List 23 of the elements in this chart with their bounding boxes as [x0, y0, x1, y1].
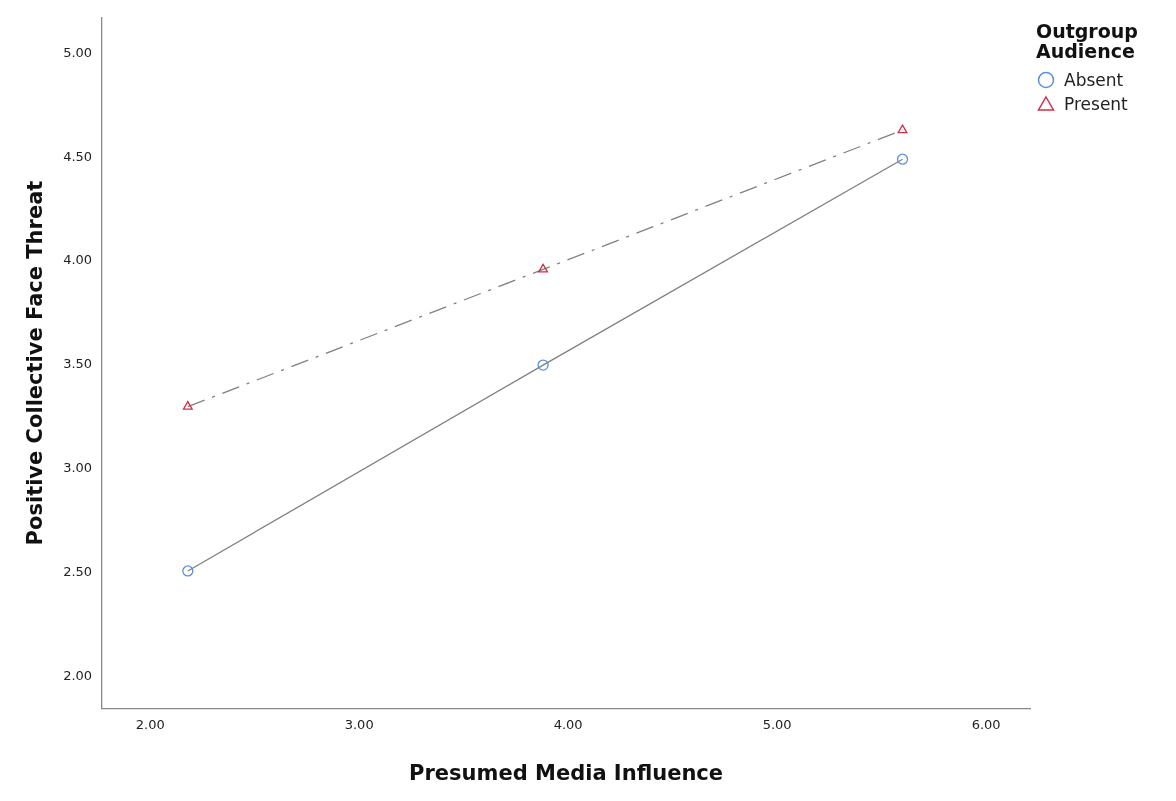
point [897, 124, 908, 134]
legend-title: Outgroup Audience [1036, 20, 1139, 62]
point [537, 359, 549, 371]
y-tick-label: 2.00 [63, 668, 93, 684]
y-tick-label: 3.50 [63, 356, 93, 372]
legend-label: Present [1064, 93, 1128, 114]
legend-label: Absent [1064, 69, 1124, 90]
point [182, 401, 193, 410]
y-tick-label: 3.00 [63, 460, 93, 476]
y-tick-label: 4.00 [63, 252, 93, 268]
y-tick-label: 4.50 [63, 148, 93, 164]
y-tick-label: 2.50 [63, 564, 93, 580]
y-axis-title: Positive Collective Face Threat [23, 180, 48, 546]
x-tick-label: 6.00 [971, 717, 1001, 733]
y-tick-label: 5.00 [63, 44, 93, 60]
x-tick-label: 4.00 [553, 717, 583, 733]
x-tick-label: 5.00 [762, 717, 792, 733]
x-axis-title: Presumed Media Influence [409, 760, 724, 785]
x-tick-label: 3.00 [344, 717, 374, 733]
point [182, 565, 194, 577]
point [538, 263, 549, 273]
point [896, 153, 909, 165]
x-tick-label: 2.00 [135, 717, 165, 733]
